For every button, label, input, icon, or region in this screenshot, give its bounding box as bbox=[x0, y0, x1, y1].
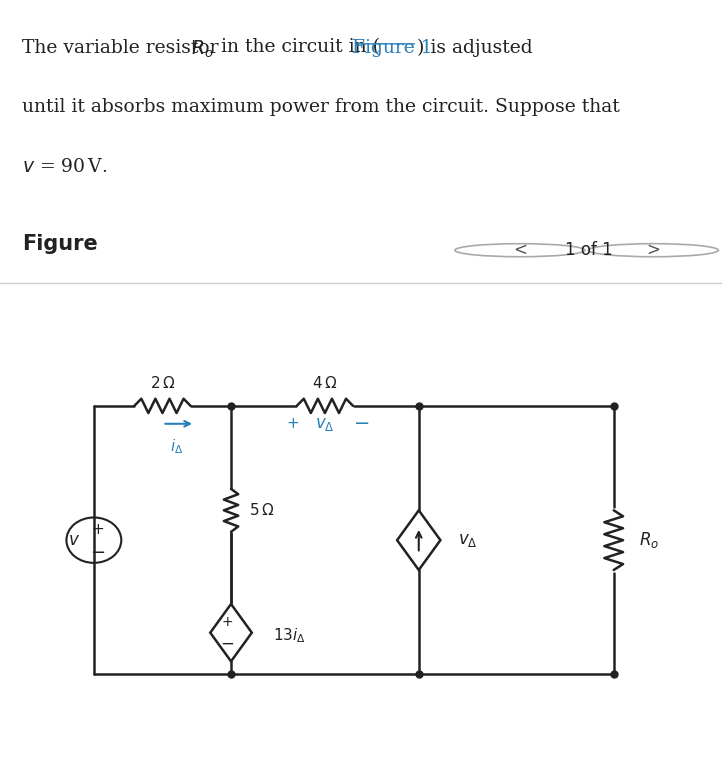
Text: $i_{\Delta}$: $i_{\Delta}$ bbox=[170, 437, 183, 455]
Text: +: + bbox=[222, 615, 233, 629]
Text: Figure 1: Figure 1 bbox=[352, 38, 433, 57]
Text: $v_{\Delta}$: $v_{\Delta}$ bbox=[458, 531, 478, 549]
Text: $v$ = 90$\,$V.: $v$ = 90$\,$V. bbox=[22, 158, 107, 176]
Text: 2$\,\Omega$: 2$\,\Omega$ bbox=[149, 375, 175, 391]
Text: $13i_{\Delta}$: $13i_{\Delta}$ bbox=[273, 626, 305, 645]
Text: Figure: Figure bbox=[22, 235, 97, 254]
Text: $v_{\Delta}$: $v_{\Delta}$ bbox=[315, 415, 335, 432]
Text: 1 of 1: 1 of 1 bbox=[565, 241, 612, 259]
Text: in the circuit in (: in the circuit in ( bbox=[215, 38, 380, 57]
Text: −: − bbox=[220, 634, 235, 652]
Text: −: − bbox=[355, 414, 370, 433]
Text: 5$\,\Omega$: 5$\,\Omega$ bbox=[249, 502, 274, 518]
Text: The variable resistor: The variable resistor bbox=[22, 38, 224, 57]
Text: ) is adjusted: ) is adjusted bbox=[417, 38, 533, 57]
Circle shape bbox=[588, 244, 718, 257]
Text: 4$\,\Omega$: 4$\,\Omega$ bbox=[312, 375, 338, 391]
Text: +: + bbox=[91, 522, 104, 537]
Text: +: + bbox=[286, 416, 299, 432]
Text: $v$: $v$ bbox=[68, 531, 79, 549]
Text: >: > bbox=[646, 241, 661, 259]
Text: <: < bbox=[513, 241, 527, 259]
Text: until it absorbs maximum power from the circuit. Suppose that: until it absorbs maximum power from the … bbox=[22, 99, 619, 116]
Text: $R_o$: $R_o$ bbox=[191, 38, 214, 60]
Text: $R_o$: $R_o$ bbox=[639, 530, 659, 550]
Text: −: − bbox=[90, 544, 105, 562]
Circle shape bbox=[455, 244, 585, 257]
